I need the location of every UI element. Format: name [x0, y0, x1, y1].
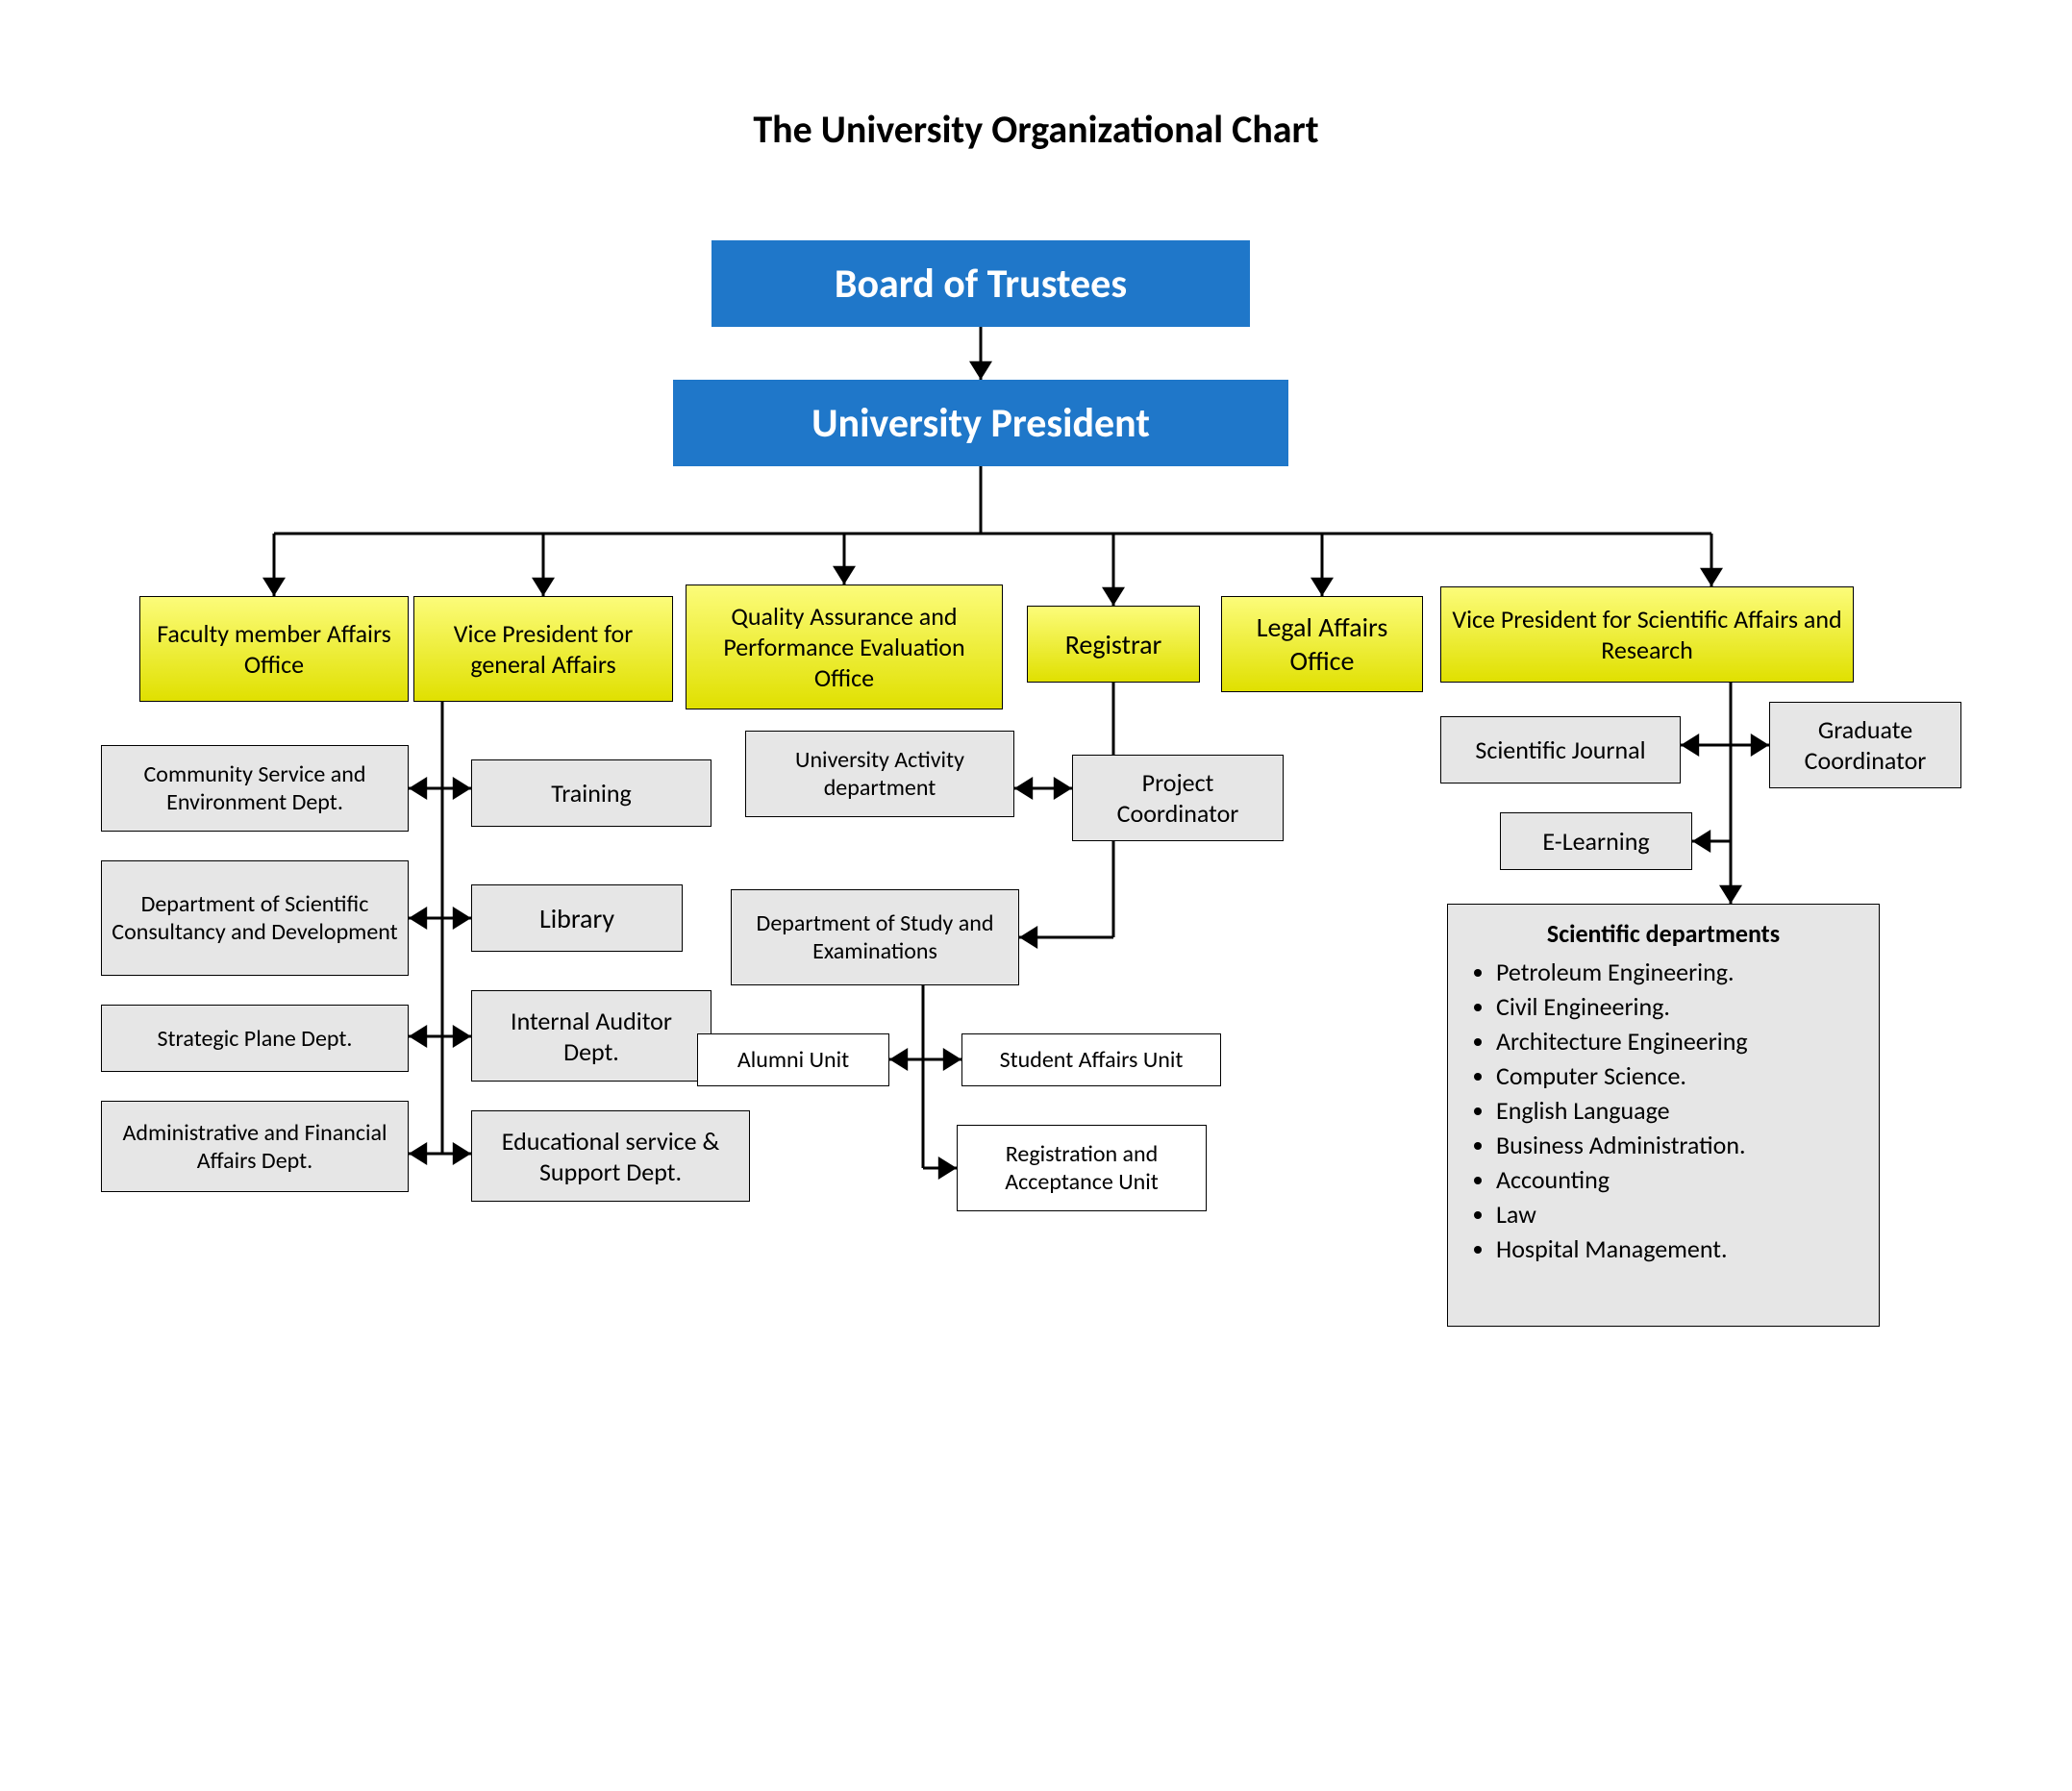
node-sci_consult: Department of Scientific Consultancy and… [101, 860, 409, 976]
chart-title: The University Organizational Chart [0, 106, 2072, 153]
node-scientific-departments: Scientific departments Petroleum Engineer… [1447, 904, 1880, 1327]
node-legal: Legal Affairs Office [1221, 596, 1423, 692]
node-strategic: Strategic Plane Dept. [101, 1005, 409, 1072]
node-qa: Quality Assurance and Performance Evalua… [686, 585, 1003, 709]
node-faculty: Faculty member Affairs Office [139, 596, 409, 702]
node-edu_service: Educational service & Support Dept. [471, 1110, 750, 1202]
org-chart-stage: The University Organizational Chart Boar… [0, 0, 2072, 1791]
node-registrar: Registrar [1027, 606, 1200, 683]
node-activity: University Activity department [745, 731, 1014, 817]
departments-item: Civil Engineering. [1496, 991, 1858, 1022]
node-president: University President [673, 380, 1288, 466]
node-internal_audit: Internal Auditor Dept. [471, 990, 711, 1082]
node-admin_fin: Administrative and Financial Affairs Dep… [101, 1101, 409, 1192]
departments-item: Computer Science. [1496, 1060, 1858, 1091]
node-vp_sci: Vice President for Scientific Affairs an… [1440, 586, 1854, 683]
node-community: Community Service and Environment Dept. [101, 745, 409, 832]
node-vp_general: Vice President for general Affairs [413, 596, 673, 702]
node-training: Training [471, 759, 711, 827]
node-study_exam: Department of Study and Examinations [731, 889, 1019, 985]
node-grad: Graduate Coordinator [1769, 702, 1961, 788]
node-registration: Registration and Acceptance Unit [957, 1125, 1207, 1211]
departments-item: Architecture Engineering [1496, 1026, 1858, 1057]
node-elearn: E-Learning [1500, 812, 1692, 870]
node-project: Project Coordinator [1072, 755, 1284, 841]
node-board: Board of Trustees [711, 240, 1250, 327]
departments-list: Petroleum Engineering. Civil Engineering.… [1469, 957, 1858, 1264]
node-alumni: Alumni Unit [697, 1033, 889, 1086]
node-student_aff: Student Affairs Unit [961, 1033, 1221, 1086]
departments-item: Business Administration. [1496, 1130, 1858, 1160]
node-library: Library [471, 884, 683, 952]
departments-title: Scientific departments [1469, 918, 1858, 949]
node-journal: Scientific Journal [1440, 716, 1681, 784]
departments-item: Petroleum Engineering. [1496, 957, 1858, 987]
departments-item: Accounting [1496, 1164, 1858, 1195]
departments-item: Hospital Management. [1496, 1233, 1858, 1264]
departments-item: English Language [1496, 1095, 1858, 1126]
departments-item: Law [1496, 1199, 1858, 1230]
